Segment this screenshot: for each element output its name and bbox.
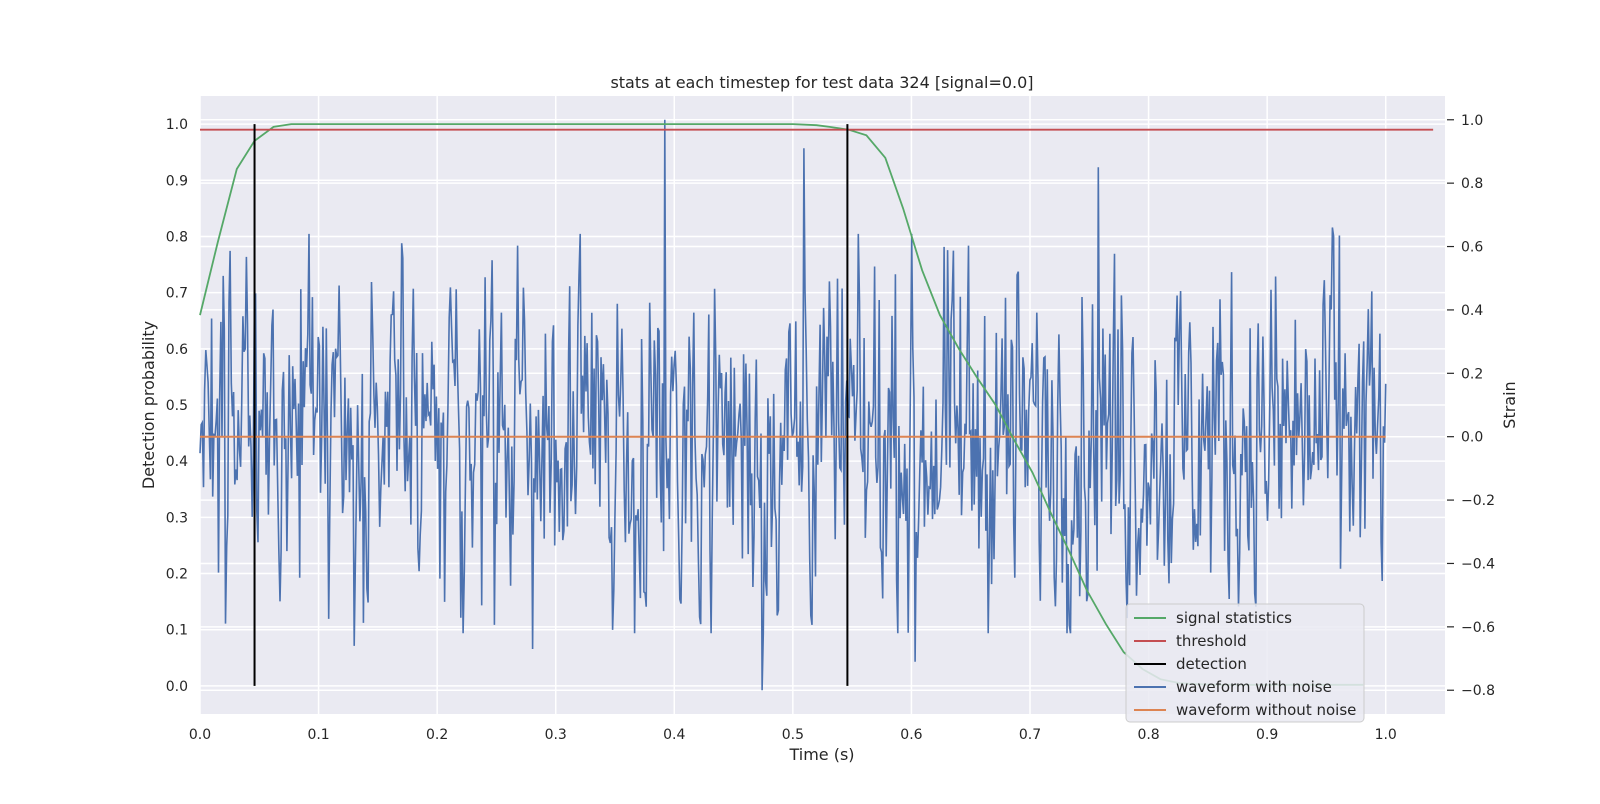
- legend-label: signal statistics: [1176, 609, 1292, 627]
- y-right-tick-label: −0.8: [1461, 683, 1495, 699]
- left-axis-ticks: 0.0 0.1 0.2 0.3 0.4 0.5 0.6 0.7 0.8 0.9 1.0: [166, 117, 188, 695]
- y-left-tick-label: 0.3: [166, 510, 188, 526]
- legend-box: [1125, 603, 1365, 723]
- x-tick-label: 0.4: [663, 727, 685, 743]
- series-waveform-with-noise: [199, 119, 1387, 691]
- y-right-tick-label: −0.2: [1461, 493, 1495, 509]
- y-axis-right-label: Strain: [1500, 381, 1519, 428]
- y-right-tick-label: 0.4: [1461, 303, 1483, 319]
- y-right-tick-label: −0.6: [1461, 620, 1495, 636]
- x-tick-label: 0.6: [900, 727, 922, 743]
- right-axis-ticks: −0.8 −0.6 −0.4 −0.2 0.0 0.2 0.4 0.6 0.8 1.0: [1447, 113, 1495, 699]
- y-left-tick-label: 0.6: [166, 342, 188, 358]
- x-tick-label: 0.0: [189, 727, 211, 743]
- x-tick-label: 0.7: [1019, 727, 1041, 743]
- legend-label: detection: [1176, 655, 1247, 673]
- legend: signal statistics threshold detection wavef…: [1125, 603, 1365, 723]
- y-left-tick-label: 0.1: [166, 623, 188, 639]
- legend-label: waveform without noise: [1176, 701, 1356, 719]
- y-right-tick-label: −0.4: [1461, 556, 1495, 572]
- x-axis-ticks: 0.0 0.1 0.2 0.3 0.4 0.5 0.6 0.7 0.8 0.9 1.0: [189, 727, 1397, 743]
- y-left-tick-label: 0.0: [166, 679, 188, 695]
- y-left-tick-label: 0.2: [166, 567, 188, 583]
- x-tick-label: 0.3: [545, 727, 567, 743]
- y-right-tick-label: 0.0: [1461, 430, 1483, 446]
- x-tick-label: 0.1: [307, 727, 329, 743]
- y-right-tick-label: 0.8: [1461, 176, 1483, 192]
- x-tick-label: 0.5: [782, 727, 804, 743]
- y-axis-left-label: Detection probability: [139, 321, 158, 489]
- y-left-tick-label: 1.0: [166, 117, 188, 133]
- y-left-tick-label: 0.8: [166, 229, 188, 245]
- y-right-tick-label: 0.6: [1461, 240, 1483, 256]
- y-right-tick-label: 0.2: [1461, 366, 1483, 382]
- x-tick-label: 0.2: [426, 727, 448, 743]
- y-left-tick-label: 0.9: [166, 173, 188, 189]
- y-left-tick-label: 0.5: [166, 398, 188, 414]
- y-left-tick-label: 0.4: [166, 454, 188, 470]
- chart-title: stats at each timestep for test data 324…: [610, 73, 1033, 92]
- y-left-tick-label: 0.7: [166, 286, 188, 302]
- legend-label: threshold: [1176, 632, 1247, 650]
- x-tick-label: 1.0: [1375, 727, 1397, 743]
- legend-label: waveform with noise: [1176, 678, 1332, 696]
- x-tick-label: 0.9: [1256, 727, 1278, 743]
- y-right-tick-label: 1.0: [1461, 113, 1483, 129]
- x-axis-label: Time (s): [788, 745, 854, 764]
- x-tick-label: 0.8: [1137, 727, 1159, 743]
